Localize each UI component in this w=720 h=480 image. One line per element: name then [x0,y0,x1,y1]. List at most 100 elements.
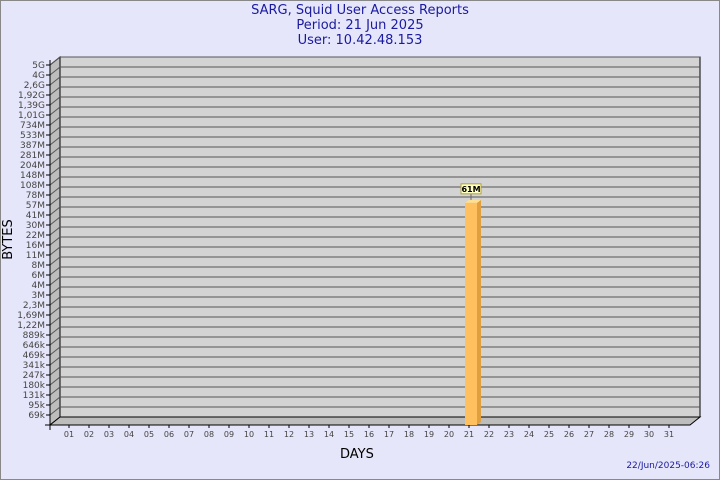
x-tick-label: 31 [664,430,674,439]
y-axis-label: BYTES [0,219,16,260]
gridline-side [49,106,61,116]
gridline-side [49,406,61,416]
x-tick-label: 29 [624,430,634,439]
x-tick-label: 15 [344,430,354,439]
y-tick-label: 4G [32,71,45,81]
gridline-side [49,56,61,66]
y-tick-label: 30M [26,221,45,231]
x-tick-label: 03 [104,430,114,439]
y-tick-label: 889k [23,331,46,341]
x-axis-label: DAYS [340,447,374,462]
x-tick-label: 22 [484,430,494,439]
x-tick-label: 01 [64,430,74,439]
x-tick-label: 27 [584,430,594,439]
gridline-side [49,166,61,176]
y-tick-label: 734M [20,121,45,131]
gridline-side [49,316,61,326]
gridline-side [49,186,61,196]
x-tick-label: 16 [364,430,374,439]
gridline-side [49,326,61,336]
x-tick-label: 30 [644,430,654,439]
gridline-side [49,346,61,356]
x-tick-label: 13 [304,430,314,439]
x-tick-label: 19 [424,430,434,439]
chart-user: User: 10.42.48.153 [297,33,423,48]
x-tick-label: 26 [564,430,574,439]
y-tick-label: 95k [28,401,45,411]
y-tick-label: 1,01G [18,111,45,121]
x-tick-label: 09 [224,430,234,439]
x-tick-label: 02 [84,430,94,439]
gridline-side [49,396,61,406]
y-tick-label: 204M [20,161,45,171]
gridline-side [49,136,61,146]
y-tick-label: 646k [23,341,46,351]
x-tick-label: 05 [144,430,154,439]
y-tick-label: 1,92G [18,91,45,101]
y-tick-label: 1,22M [17,321,45,331]
gridline-side [49,76,61,86]
y-tick-label: 108M [20,181,45,191]
y-tick-label: 341k [23,361,46,371]
x-tick-label: 11 [264,430,274,439]
gridline-side [49,66,61,76]
y-tick-label: 1,39G [18,101,45,111]
gridline-side [49,96,61,106]
gridline-side [49,216,61,226]
x-tick-label: 06 [164,430,174,439]
gridline-side [49,206,61,216]
x-tick-label: 25 [544,430,554,439]
gridline-side [49,126,61,136]
y-tick-label: 247k [23,371,46,381]
gridline-side [49,156,61,166]
gridline-side [49,146,61,156]
y-tick-label: 387M [20,141,45,151]
y-tick-label: 469k [23,351,46,361]
gridline-side [49,336,61,346]
gridline-side [49,366,61,376]
gridline-side [49,306,61,316]
x-tick-label: 07 [184,430,194,439]
gridline-side [49,376,61,386]
y-tick-label: 148M [20,171,45,181]
x-tick-label: 14 [324,430,334,439]
y-tick-label: 16M [26,241,45,251]
gridline-side [49,86,61,96]
x-tick-label: 17 [384,430,394,439]
y-tick-label: 281M [20,151,45,161]
bar-label: 61M [461,185,480,194]
y-tick-label: 2,3M [23,301,45,311]
chart-period: Period: 21 Jun 2025 [296,18,424,33]
gridline-side [49,266,61,276]
gridline-side [49,296,61,306]
bar [465,202,477,425]
gridline-side [49,176,61,186]
y-tick-label: 2,6G [24,81,45,91]
x-tick-label: 10 [244,430,254,439]
gridline-side [49,386,61,396]
y-tick-label: 3M [32,291,46,301]
gridline-side [49,256,61,266]
x-tick-label: 12 [284,430,294,439]
gridline-side [49,116,61,126]
bar-label-box [460,183,482,195]
y-tick-label: 41M [26,211,45,221]
x-tick-label: 20 [444,430,454,439]
chart-title: SARG, Squid User Access Reports [251,3,469,18]
y-tick-label: 533M [20,131,45,141]
gridline-side [49,286,61,296]
gridline-side [49,226,61,236]
y-tick-label: 22M [26,231,45,241]
gridline-side [49,276,61,286]
x-tick-label: 24 [524,430,534,439]
gridline-side [49,196,61,206]
plot-floor [48,416,702,426]
y-tick-label: 69k [28,411,45,421]
y-tick-label: 180k [23,381,46,391]
y-tick-label: 8M [32,261,46,271]
y-tick-label: 6M [32,271,46,281]
x-tick-label: 08 [204,430,214,439]
x-tick-label: 18 [404,430,414,439]
x-tick-label: 23 [504,430,514,439]
